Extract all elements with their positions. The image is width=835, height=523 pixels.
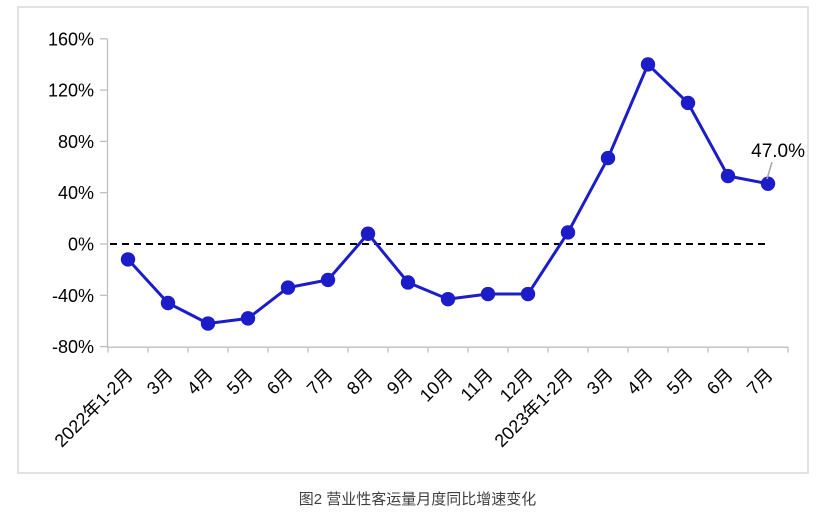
x-axis-tick-label: 5月	[663, 365, 697, 399]
data-point	[760, 176, 776, 191]
data-point	[560, 225, 576, 240]
data-point	[280, 280, 296, 295]
data-point	[480, 286, 496, 302]
annotation-leader-line	[766, 161, 773, 180]
x-axis-tick-label: 2022年1-2月	[51, 365, 137, 451]
y-axis-tick-label: 80%	[58, 132, 94, 152]
data-point	[160, 295, 176, 311]
data-point	[640, 57, 656, 72]
x-axis-tick-label: 6月	[703, 365, 737, 399]
data-point	[680, 95, 696, 111]
data-point	[200, 316, 216, 331]
y-axis-tick-label: 40%	[58, 183, 94, 203]
x-axis-tick-label: 3月	[583, 365, 617, 399]
x-axis-tick-label: 8月	[343, 365, 377, 399]
data-point	[720, 168, 736, 184]
last-point-annotation: 47.0%	[751, 141, 805, 162]
data-point	[440, 291, 456, 307]
x-axis-tick-label: 4月	[183, 365, 217, 399]
data-point	[320, 272, 336, 288]
y-axis-tick-label: 160%	[48, 29, 94, 49]
y-axis-tick-label: -40%	[52, 286, 94, 306]
y-axis-tick-label: -80%	[52, 337, 94, 357]
x-axis-tick-label: 6月	[263, 365, 297, 399]
x-axis-tick-label: 3月	[143, 365, 177, 399]
x-axis-tick-label: 9月	[383, 365, 417, 399]
x-axis-tick-label: 4月	[623, 365, 657, 399]
data-point	[600, 150, 616, 166]
data-point	[120, 252, 136, 267]
y-axis-tick-label: 0%	[68, 235, 94, 255]
x-axis-tick-label: 10月	[416, 365, 457, 406]
data-point	[400, 275, 416, 290]
data-point	[240, 311, 256, 326]
figure-caption: 图2 营业性客运量月度同比增速变化	[298, 491, 537, 508]
y-axis-tick-label: 120%	[48, 81, 94, 101]
data-point	[360, 226, 376, 241]
x-axis-tick-label: 11月	[457, 365, 497, 405]
line-chart: 160%120%80%40%0%-40%-80%2022年1-2月 3月 4月 5月 6…	[17, 6, 809, 474]
x-axis-tick-label: 7月	[743, 365, 777, 399]
x-axis-tick-label: 7月	[303, 365, 337, 399]
x-axis-tick-label: 5月	[223, 365, 257, 399]
series-line	[126, 62, 770, 326]
chart-border	[17, 6, 809, 474]
data-point	[520, 286, 536, 302]
